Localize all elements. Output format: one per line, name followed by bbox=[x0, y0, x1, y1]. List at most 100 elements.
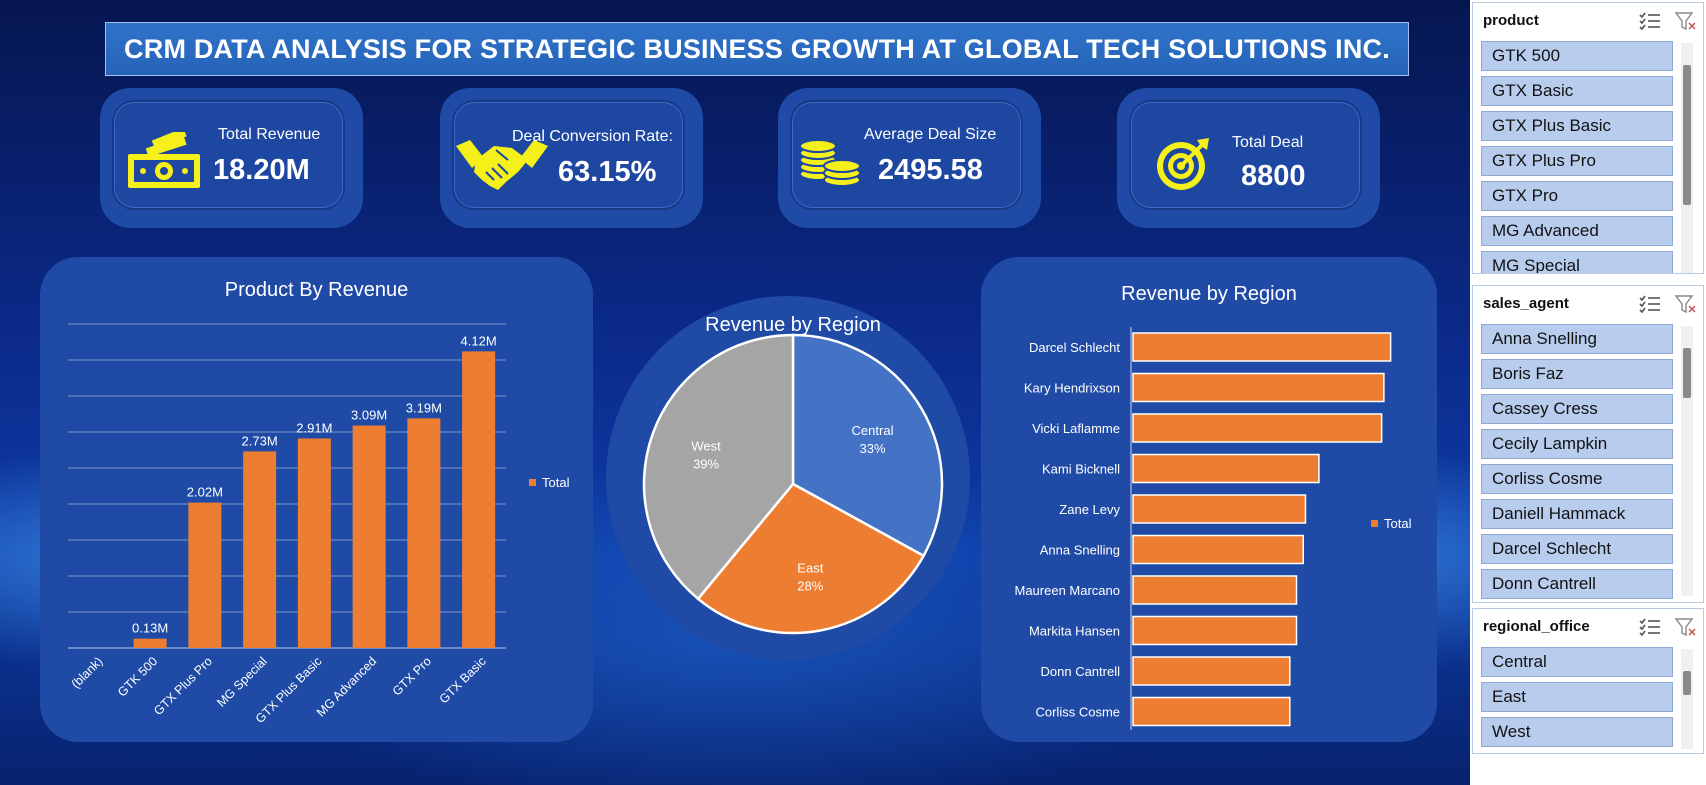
bar-data-label: 2.73M bbox=[242, 433, 278, 448]
slicer-item[interactable]: Corliss Cosme bbox=[1481, 464, 1673, 494]
bar bbox=[243, 451, 277, 648]
x-tick-label: GTX Basic bbox=[437, 654, 489, 706]
slicer-item[interactable]: Anna Snelling bbox=[1481, 324, 1673, 354]
y-tick-label: Zane Levy bbox=[1059, 502, 1120, 517]
kpi-value: 8800 bbox=[1241, 160, 1306, 192]
multi-select-icon[interactable] bbox=[1639, 11, 1661, 31]
slicer-item[interactable]: GTK 500 bbox=[1481, 41, 1673, 71]
slicer-header: product bbox=[1473, 3, 1703, 39]
bar bbox=[1132, 494, 1307, 524]
bar-data-label: 0.13M bbox=[132, 621, 168, 636]
pie-slice bbox=[696, 482, 926, 635]
kpi-card-inner: Deal Conversion Rate: 63.15% bbox=[452, 100, 685, 210]
bar bbox=[462, 351, 496, 648]
slicer-scrollbar[interactable] bbox=[1681, 43, 1693, 273]
y-tick-label: Darcel Schlecht bbox=[1029, 340, 1120, 355]
scrollbar-thumb[interactable] bbox=[1683, 65, 1691, 205]
x-tick-label: GTK 500 bbox=[115, 654, 160, 699]
x-tick-label: GTX Plus Pro bbox=[151, 654, 215, 718]
bar bbox=[133, 638, 167, 648]
pie-category-label: East bbox=[797, 561, 823, 576]
pie-category-label: West bbox=[691, 439, 721, 454]
bar bbox=[297, 438, 331, 648]
scrollbar-thumb[interactable] bbox=[1683, 671, 1691, 695]
clear-filter-icon[interactable] bbox=[1675, 294, 1697, 314]
kpi-label: Total Deal bbox=[1232, 134, 1304, 151]
kpi-value: 18.20M bbox=[213, 154, 310, 186]
slicer-item[interactable]: GTX Pro bbox=[1481, 181, 1673, 211]
bar bbox=[1132, 615, 1298, 646]
y-tick-label: Anna Snelling bbox=[1040, 543, 1120, 558]
slicer-item-list: Anna Snelling Boris Faz Cassey Cress Cecily… bbox=[1481, 324, 1673, 600]
bar bbox=[352, 425, 386, 648]
bar bbox=[1132, 413, 1383, 443]
kpi-card-total-deal: Total Deal 8800 bbox=[1117, 88, 1380, 228]
clear-filter-icon[interactable] bbox=[1675, 11, 1697, 31]
y-tick-label: Vicki Laflamme bbox=[1032, 421, 1120, 436]
handshake-icon bbox=[456, 140, 548, 190]
region-pie-chart: Revenue by Region Central 33% East 28% West 39… bbox=[606, 296, 970, 660]
bar bbox=[188, 502, 222, 648]
agent-revenue-panel: Revenue by Region Darcel Schlecht Kary He… bbox=[981, 257, 1437, 742]
bar-data-label: 2.02M bbox=[187, 485, 223, 500]
slicer-regional-office: regional_office Central East West bbox=[1472, 608, 1704, 754]
slicer-item[interactable]: Darcel Schlecht bbox=[1481, 534, 1673, 564]
slicer-item[interactable]: MG Special bbox=[1481, 251, 1673, 273]
slicer-header: sales_agent bbox=[1473, 286, 1703, 322]
slicer-scrollbar[interactable] bbox=[1681, 649, 1693, 749]
kpi-card-total-revenue: Total Revenue 18.20M bbox=[100, 88, 363, 228]
clear-filter-icon[interactable] bbox=[1675, 617, 1697, 637]
kpi-label: Deal Conversion Rate: bbox=[512, 128, 673, 145]
multi-select-icon[interactable] bbox=[1639, 294, 1661, 314]
x-tick-label: GTX Pro bbox=[390, 654, 434, 698]
pie-value-label: 39% bbox=[693, 457, 719, 472]
slicer-pane: product GTK 500 GTX Basic GTX Plus Basic GT… bbox=[1470, 0, 1706, 785]
legend-label: Total bbox=[1384, 516, 1412, 531]
slicer-scrollbar[interactable] bbox=[1681, 326, 1693, 596]
kpi-label: Average Deal Size bbox=[864, 126, 997, 143]
slicer-title: product bbox=[1483, 12, 1539, 29]
scrollbar-thumb[interactable] bbox=[1683, 348, 1691, 398]
bar-data-label: 2.91M bbox=[296, 420, 332, 435]
bar-data-label: 3.09M bbox=[351, 408, 387, 423]
multi-select-icon[interactable] bbox=[1639, 617, 1661, 637]
legend-label: Total bbox=[542, 475, 570, 490]
slicer-item[interactable]: Donn Cantrell bbox=[1481, 569, 1673, 599]
target-icon bbox=[1157, 138, 1209, 190]
y-tick-label: Markita Hansen bbox=[1029, 624, 1120, 639]
kpi-card-inner: Average Deal Size 2495.58 bbox=[790, 100, 1023, 210]
y-tick-label: Kami Bicknell bbox=[1042, 462, 1120, 477]
bar bbox=[1132, 656, 1291, 686]
chart-title: Product By Revenue bbox=[224, 279, 409, 301]
kpi-card-inner: Total Revenue 18.20M bbox=[112, 100, 345, 210]
slicer-item[interactable]: GTX Plus Basic bbox=[1481, 111, 1673, 141]
slicer-item[interactable]: Cassey Cress bbox=[1481, 394, 1673, 424]
kpi-value: 63.15% bbox=[558, 156, 657, 188]
cash-icon bbox=[128, 132, 200, 188]
bar bbox=[1132, 332, 1392, 362]
slicer-item[interactable]: East bbox=[1481, 682, 1673, 712]
bar-data-label: 4.12M bbox=[461, 333, 497, 348]
bar bbox=[1132, 453, 1320, 484]
agent-revenue-chart: Darcel Schlecht Kary Hendrixson Vicki Lafl… bbox=[1015, 327, 1412, 730]
pie-value-label: 33% bbox=[859, 441, 885, 456]
chart-title: Revenue by Region bbox=[1121, 283, 1297, 305]
slicer-item[interactable]: GTX Basic bbox=[1481, 76, 1673, 106]
slicer-item[interactable]: Cecily Lampkin bbox=[1481, 429, 1673, 459]
slicer-item[interactable]: Boris Faz bbox=[1481, 359, 1673, 389]
chart-title: Revenue by Region bbox=[705, 314, 881, 336]
slicer-item[interactable]: Daniell Hammack bbox=[1481, 499, 1673, 529]
slicer-item[interactable]: GTX Plus Pro bbox=[1481, 146, 1673, 176]
product-revenue-chart: (blank) 0.13M GTK 500 2.02M GTX Plus Pro 2.73… bbox=[68, 323, 570, 726]
slicer-title: regional_office bbox=[1483, 618, 1590, 635]
pie-value-label: 28% bbox=[797, 579, 823, 594]
kpi-card-conversion-rate: Deal Conversion Rate: 63.15% bbox=[440, 88, 703, 228]
x-tick-label: MG Special bbox=[214, 654, 270, 710]
bar bbox=[407, 418, 441, 648]
slicer-item[interactable]: MG Advanced bbox=[1481, 216, 1673, 246]
pie-category-label: Central bbox=[852, 423, 894, 438]
slicer-item[interactable]: Central bbox=[1481, 647, 1673, 677]
y-tick-label: Donn Cantrell bbox=[1041, 664, 1121, 679]
x-tick-label: (blank) bbox=[69, 654, 106, 691]
slicer-item[interactable]: West bbox=[1481, 717, 1673, 747]
